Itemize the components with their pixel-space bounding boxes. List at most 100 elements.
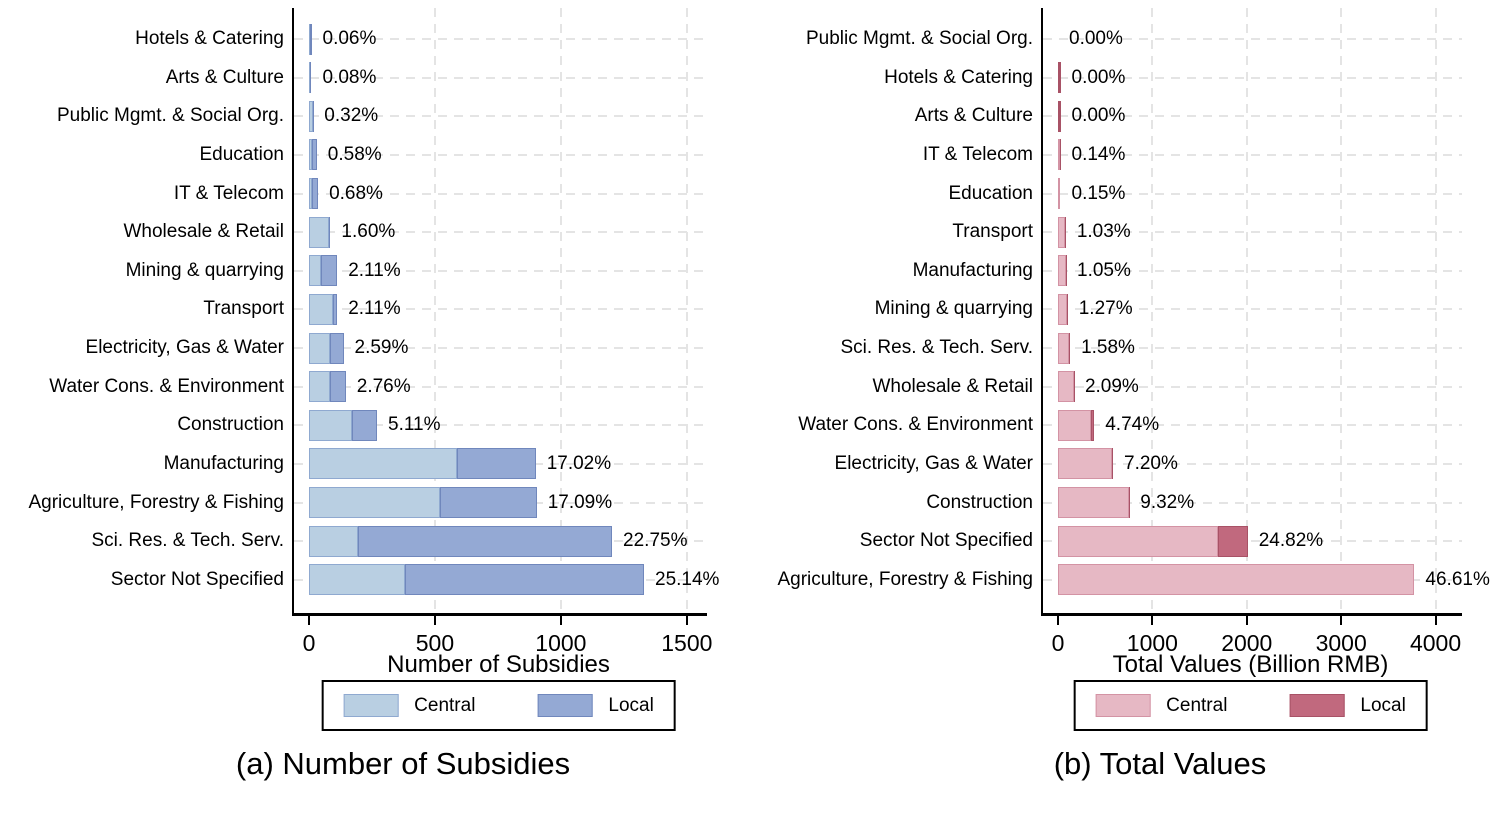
bar-value-label: 0.00% bbox=[1071, 66, 1126, 88]
axis-tick-label: 1000 bbox=[535, 630, 587, 656]
bar-segment-local bbox=[1090, 409, 1095, 441]
category-label: IT & Telecom bbox=[922, 143, 1033, 165]
stacked-bar bbox=[309, 178, 319, 210]
bar-segment-local bbox=[328, 216, 331, 248]
gridline-vertical bbox=[559, 8, 562, 613]
stacked-bar bbox=[1058, 139, 1061, 171]
bar-segment-central bbox=[1058, 139, 1061, 171]
stacked-bar bbox=[1058, 487, 1130, 519]
bar-segment-local bbox=[1112, 448, 1114, 480]
axis-tick-label: 500 bbox=[415, 630, 455, 656]
bar-value-label: 9.32% bbox=[1140, 491, 1195, 513]
bar-segment-local bbox=[439, 487, 537, 519]
bar-segment-central bbox=[309, 178, 313, 210]
gridline-vertical bbox=[685, 8, 688, 613]
bar-segment-local bbox=[352, 409, 377, 441]
x-axis-title: Number of Subsidies bbox=[387, 651, 610, 678]
legend-label-local: Local bbox=[1360, 694, 1406, 716]
axis-tick-label: 3000 bbox=[1315, 630, 1367, 656]
stacked-bar bbox=[309, 564, 645, 596]
legend-label-local: Local bbox=[608, 694, 654, 716]
bar-segment-central bbox=[309, 487, 440, 519]
gridline-horizontal bbox=[1043, 115, 1462, 118]
stacked-bar bbox=[1058, 448, 1114, 480]
bar-value-label: 2.11% bbox=[348, 259, 401, 281]
gridline-horizontal bbox=[294, 153, 707, 156]
gridline-horizontal bbox=[294, 424, 707, 427]
stacked-bar bbox=[309, 332, 344, 364]
category-label: Agriculture, Forestry & Fishing bbox=[777, 568, 1033, 590]
bar-segment-central bbox=[309, 100, 313, 132]
gridline-horizontal bbox=[294, 231, 707, 234]
bar-value-label: 7.20% bbox=[1124, 452, 1178, 474]
bar-segment-central bbox=[309, 216, 329, 248]
bar-segment-central bbox=[309, 293, 334, 325]
bar-segment-local bbox=[312, 100, 314, 132]
category-label: Arts & Culture bbox=[914, 105, 1033, 127]
bar-value-label: 1.05% bbox=[1077, 259, 1131, 281]
stacked-bar bbox=[309, 23, 312, 55]
gridline-horizontal bbox=[294, 269, 707, 272]
legend: Central Local bbox=[321, 680, 676, 731]
axis-tick-label: 1000 bbox=[1126, 630, 1178, 656]
bar-value-label: 1.03% bbox=[1076, 221, 1131, 243]
plot-area: 0 500 1000 1500 Hotels & Catering 0.06% Arts &… bbox=[28, 8, 719, 656]
bar-value-label: 46.61% bbox=[1425, 568, 1490, 590]
gridline-horizontal bbox=[1043, 153, 1462, 156]
axis-tick bbox=[1057, 616, 1059, 625]
category-label: Sector Not Specified bbox=[859, 530, 1033, 552]
stacked-bar bbox=[309, 216, 331, 248]
stacked-bar bbox=[1058, 100, 1061, 132]
category-label: Construction bbox=[177, 414, 284, 436]
bar-segment-local bbox=[1068, 332, 1071, 364]
legend: Central Local bbox=[1073, 680, 1428, 731]
bar-value-label: 5.11% bbox=[388, 414, 441, 436]
bar-value-label: 0.08% bbox=[322, 66, 377, 88]
bar-value-label: 17.09% bbox=[547, 491, 613, 513]
category-label: Mining & quarrying bbox=[125, 259, 284, 281]
legend-swatch-local bbox=[1289, 694, 1345, 717]
stacked-bar bbox=[1058, 255, 1067, 287]
legend-label-central: Central bbox=[414, 694, 476, 716]
bar-value-label: 25.14% bbox=[655, 568, 720, 590]
axis-tick-label: 0 bbox=[302, 630, 316, 656]
gridline-horizontal bbox=[1043, 424, 1462, 427]
bar-segment-local bbox=[404, 564, 645, 596]
bar-segment-central bbox=[1058, 293, 1067, 325]
stacked-bar bbox=[309, 62, 312, 94]
panel-caption: (a) Number of Subsidies bbox=[235, 746, 571, 781]
axis-tick bbox=[1434, 616, 1437, 625]
axis-tick bbox=[559, 616, 562, 625]
category-label: Mining & quarrying bbox=[874, 298, 1033, 320]
gridline-horizontal bbox=[294, 192, 707, 195]
bar-segment-local bbox=[312, 139, 317, 171]
gridline-vertical bbox=[1245, 8, 1248, 613]
category-label: Sci. Res. & Tech. Serv. bbox=[91, 530, 284, 552]
axis-tick-label: 1500 bbox=[661, 630, 713, 656]
plot-area: 0 1000 2000 3000 4000 Public Mgmt. & Social O… bbox=[777, 8, 1490, 656]
category-label: Hotels & Catering bbox=[135, 28, 284, 49]
legend-item-local: Local bbox=[537, 694, 654, 717]
bar-segment-central bbox=[309, 409, 353, 441]
legend-swatch-central bbox=[1095, 694, 1151, 717]
gridline-horizontal bbox=[294, 308, 707, 311]
bar-value-label: 4.74% bbox=[1105, 414, 1160, 436]
bar-segment-local bbox=[333, 293, 338, 325]
bar-segment-central bbox=[1058, 332, 1069, 364]
bar-value-label: 0.06% bbox=[322, 28, 377, 49]
stacked-bar bbox=[309, 139, 317, 171]
bar-segment-central bbox=[1058, 448, 1113, 480]
bar-value-label: 0.15% bbox=[1071, 182, 1126, 204]
bar-value-label: 0.14% bbox=[1071, 143, 1126, 165]
bar-segment-local bbox=[1058, 100, 1061, 132]
gridline-vertical bbox=[1151, 8, 1154, 613]
bar-segment-local bbox=[1217, 525, 1248, 557]
gridline-horizontal bbox=[1043, 76, 1462, 79]
gridline-horizontal bbox=[1043, 38, 1462, 40]
bar-segment-central bbox=[1058, 564, 1415, 596]
bar-value-label: 0.00% bbox=[1069, 28, 1123, 49]
bar-segment-central bbox=[1058, 255, 1066, 287]
bar-value-label: 2.09% bbox=[1084, 375, 1139, 397]
gridline-horizontal bbox=[294, 385, 707, 388]
bar-segment-central bbox=[309, 332, 330, 364]
